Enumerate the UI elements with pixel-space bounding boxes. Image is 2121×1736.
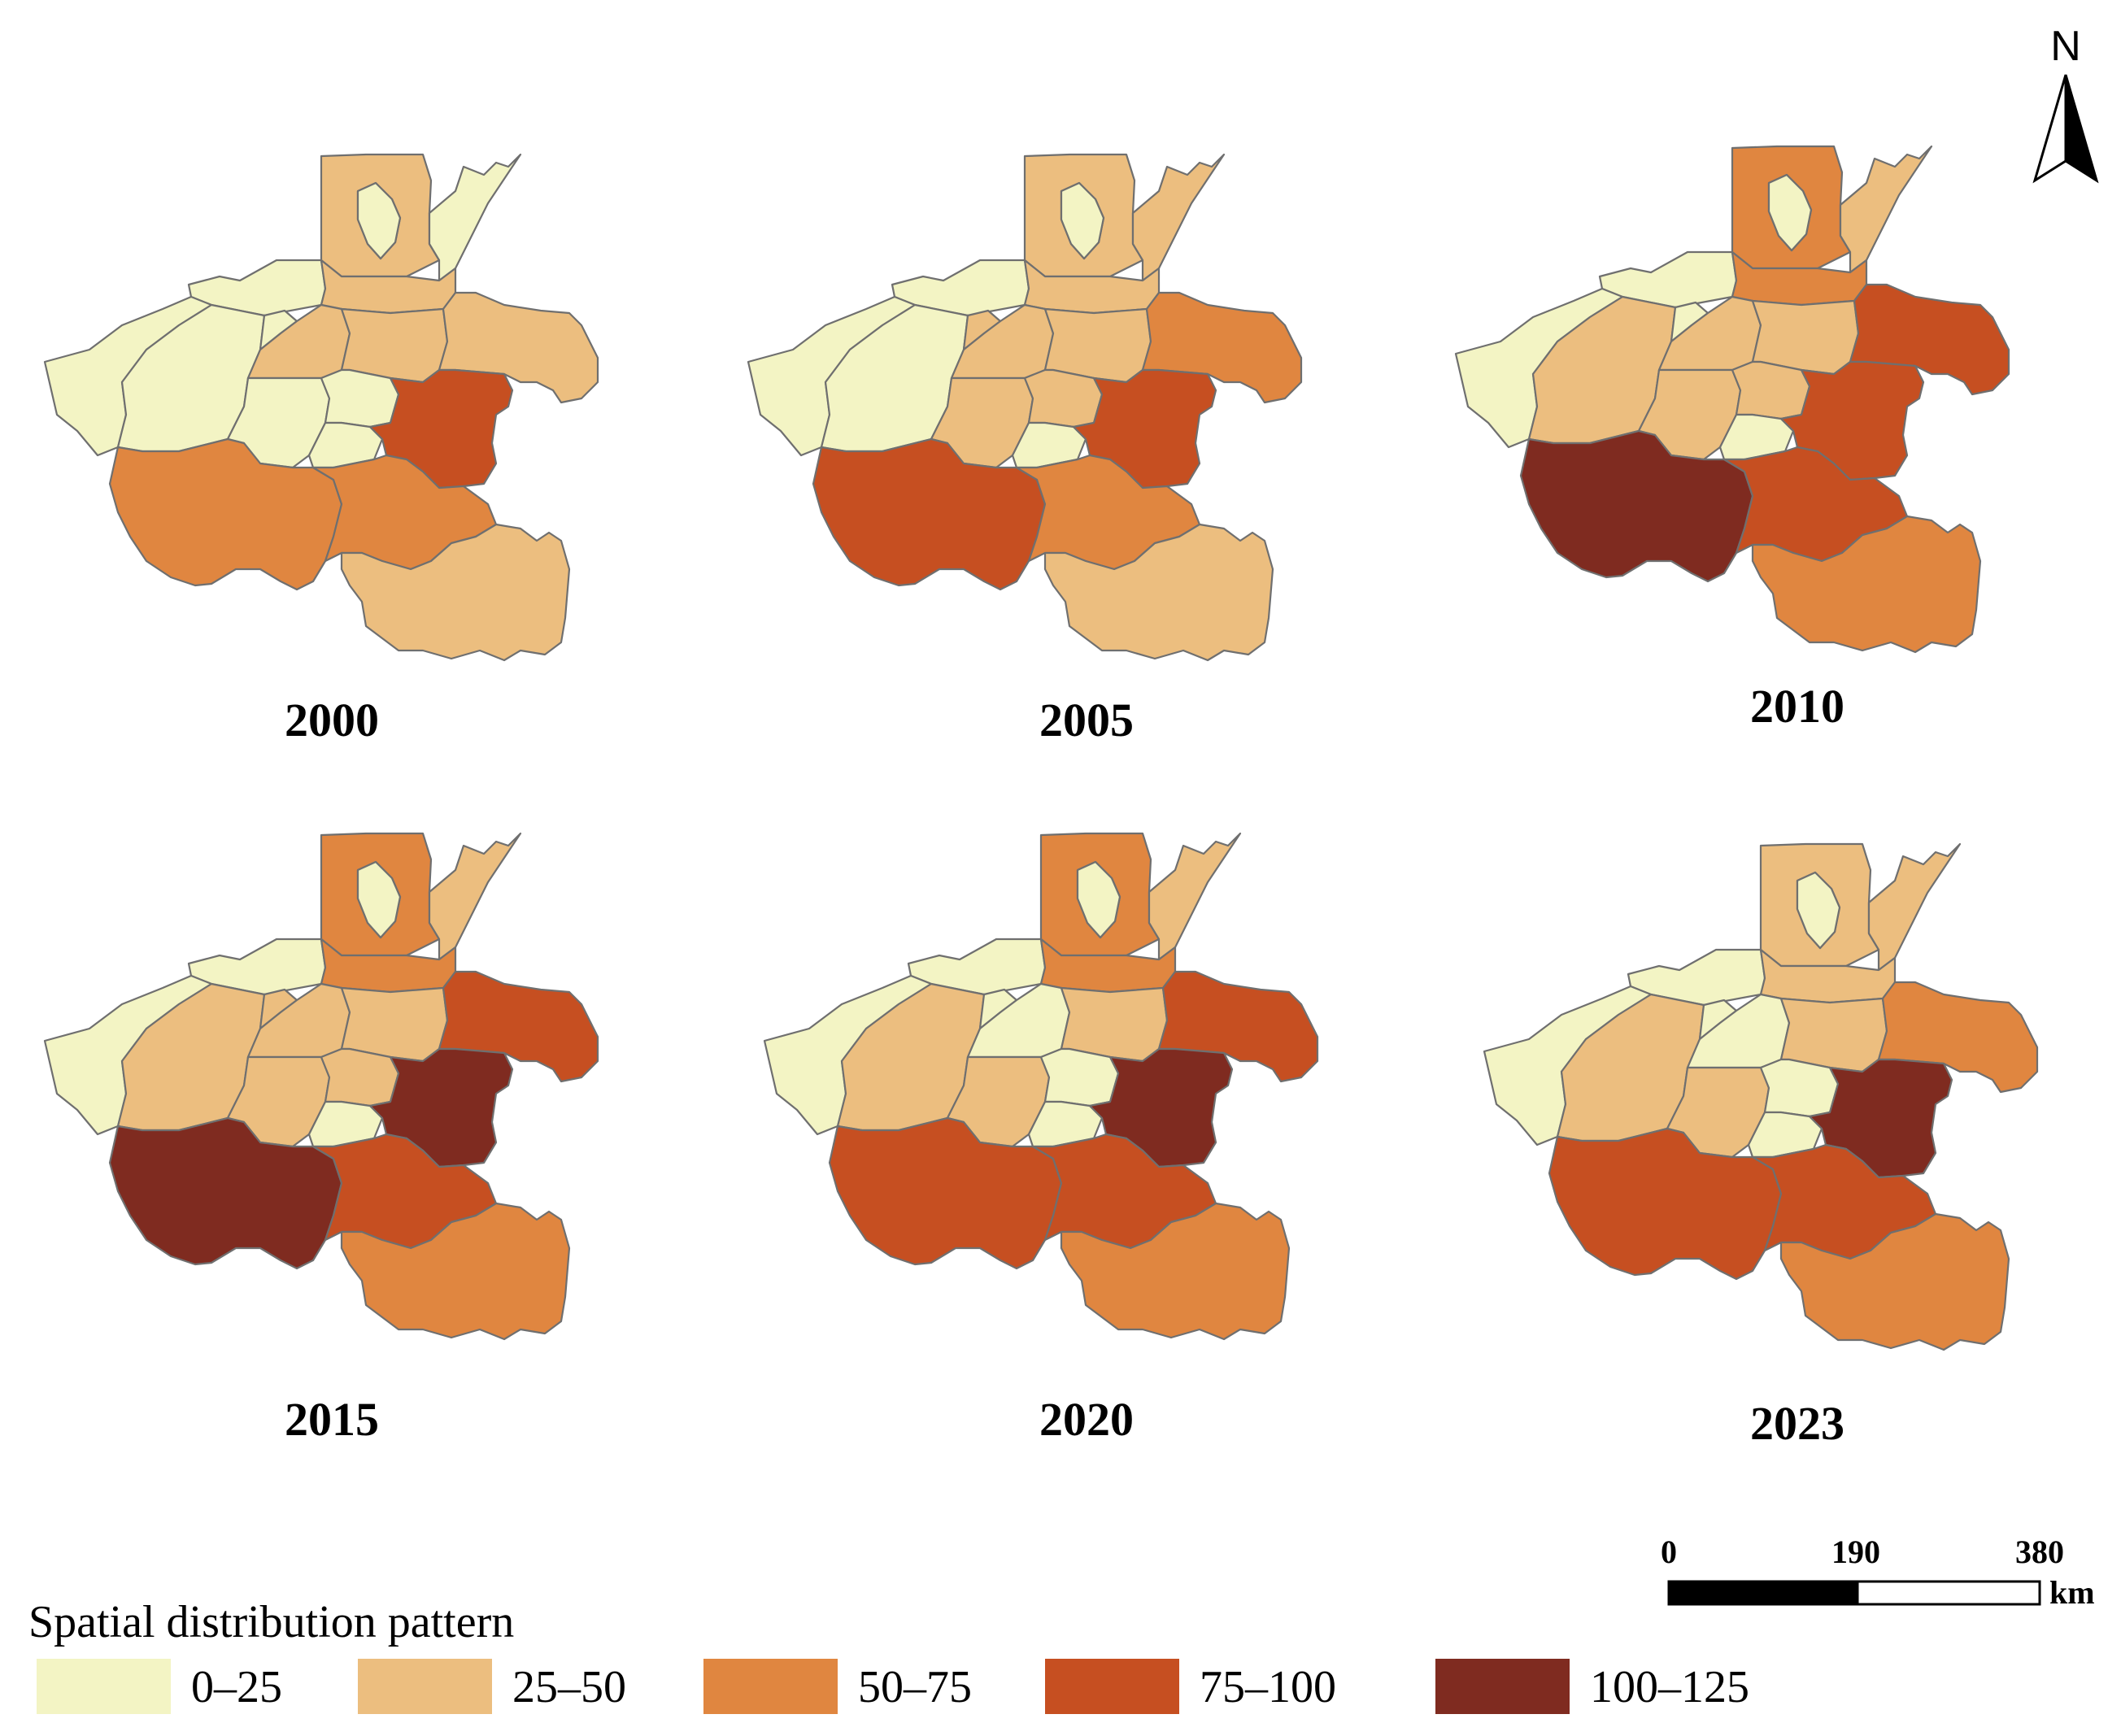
map-panel-2023	[1483, 842, 2039, 1351]
map-panel-2015	[43, 832, 599, 1341]
region-xuchang	[1039, 1047, 1120, 1107]
region-hebi	[1076, 860, 1121, 939]
legend: Spatial distribution pattern 0–25 25–50 50…	[28, 1597, 1749, 1714]
year-label-2005: 2005	[1039, 694, 1134, 746]
maps-layer: 2000 2005 2010 2015 2020 2023	[43, 145, 2039, 1450]
year-label-2020: 2020	[1039, 1393, 1134, 1446]
region-hebi	[356, 860, 402, 939]
region-xuchang	[320, 1047, 400, 1107]
region-puyang	[428, 153, 522, 282]
region-xuchang	[1731, 360, 1811, 420]
year-label-2023: 2023	[1750, 1397, 1844, 1450]
year-label-2000: 2000	[285, 694, 379, 746]
legend-swatch-3	[1045, 1659, 1179, 1714]
north-arrow-left-half	[2032, 74, 2067, 184]
region-xinyang	[340, 1202, 571, 1341]
legend-label-4: 100–125	[1590, 1662, 1749, 1712]
region-xinyang	[1043, 523, 1274, 662]
north-arrow-right-half	[2064, 74, 2099, 184]
north-arrow: N	[2032, 23, 2099, 184]
region-hebi	[1060, 181, 1105, 260]
region-nanyang	[1519, 429, 1754, 583]
region-nanyang	[1548, 1127, 1783, 1281]
region-puyang	[428, 832, 522, 961]
legend-swatch-0	[37, 1659, 171, 1714]
region-xinyang	[1779, 1212, 2010, 1351]
map-panel-2005	[747, 153, 1303, 662]
scale-tick-190: 190	[1831, 1534, 1880, 1570]
region-puyang	[1839, 145, 1933, 274]
legend-title: Spatial distribution pattern	[28, 1597, 514, 1647]
region-nanyang	[108, 1116, 343, 1270]
legend-items: 0–25 25–50 50–75 75–100 100–125	[37, 1659, 1749, 1714]
region-xinyang	[1751, 515, 1982, 654]
map-panel-2020	[763, 832, 1319, 1341]
region-hebi	[1767, 173, 1813, 252]
legend-swatch-2	[703, 1659, 838, 1714]
region-nanyang	[108, 437, 343, 591]
year-label-2010: 2010	[1750, 680, 1844, 733]
legend-swatch-1	[358, 1659, 492, 1714]
region-xuchang	[1759, 1058, 1840, 1118]
year-label-2015: 2015	[285, 1393, 379, 1446]
map-panel-2010	[1454, 145, 2010, 654]
region-hebi	[1796, 871, 1841, 950]
region-xinyang	[340, 523, 571, 662]
region-xuchang	[320, 368, 400, 429]
legend-label-1: 25–50	[512, 1662, 626, 1712]
legend-label-2: 50–75	[858, 1662, 972, 1712]
region-puyang	[1131, 153, 1226, 282]
region-nanyang	[828, 1116, 1063, 1270]
legend-label-0: 0–25	[191, 1662, 282, 1712]
region-nanyang	[812, 437, 1047, 591]
scale-unit: km	[2049, 1574, 2095, 1611]
scale-tick-380: 380	[2015, 1534, 2064, 1570]
region-puyang	[1867, 842, 1962, 972]
scale-tick-0: 0	[1661, 1534, 1677, 1570]
legend-label-3: 75–100	[1200, 1662, 1336, 1712]
region-hebi	[356, 181, 402, 260]
scale-bar: 0 190 380 km	[1661, 1534, 2095, 1611]
map-panel-2000	[43, 153, 599, 662]
legend-swatch-4	[1435, 1659, 1570, 1714]
region-xinyang	[1060, 1202, 1291, 1341]
scale-segment-black	[1667, 1580, 1859, 1606]
region-xuchang	[1023, 368, 1104, 429]
scale-segment-white	[1856, 1580, 2041, 1606]
north-label: N	[2050, 23, 2081, 70]
region-puyang	[1148, 832, 1242, 961]
